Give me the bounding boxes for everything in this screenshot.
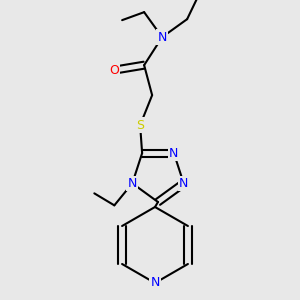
Text: O: O <box>109 64 119 77</box>
Text: N: N <box>150 277 160 290</box>
Text: N: N <box>169 147 178 160</box>
Text: S: S <box>136 119 144 132</box>
Text: N: N <box>158 31 167 44</box>
Text: N: N <box>179 177 188 190</box>
Text: N: N <box>128 177 137 190</box>
